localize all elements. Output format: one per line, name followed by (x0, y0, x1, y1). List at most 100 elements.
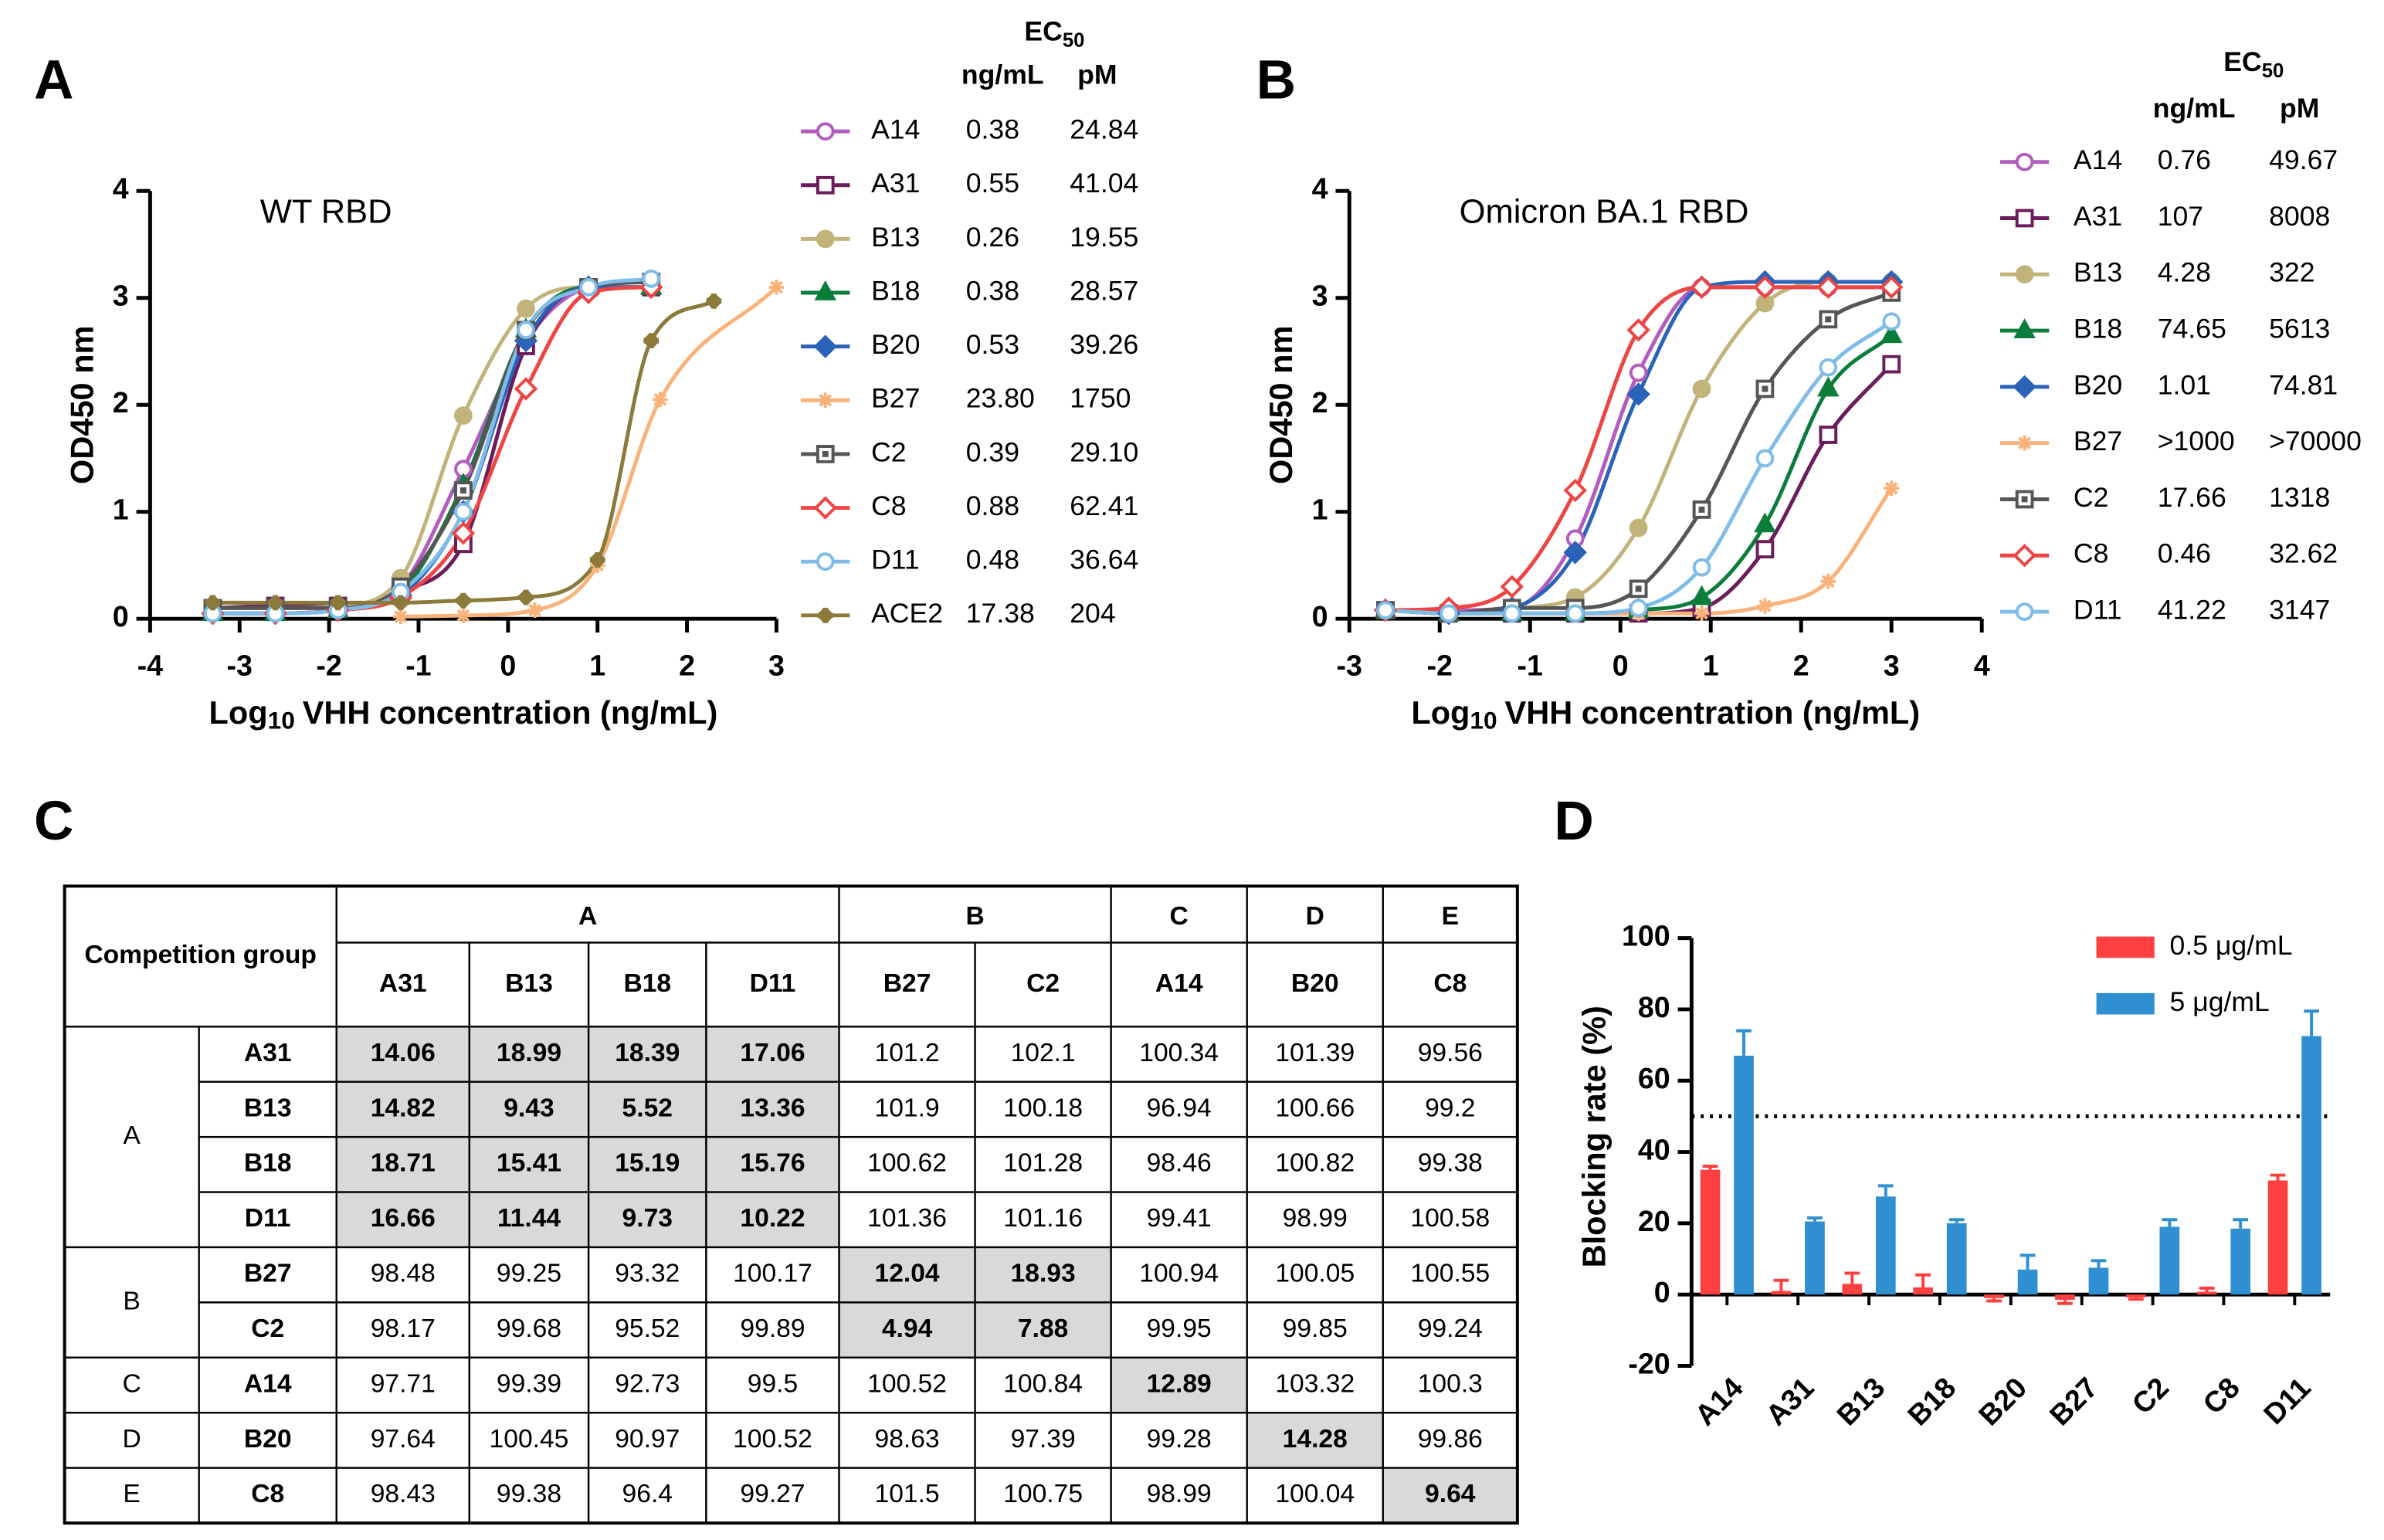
y-tick-label: 80 (1638, 991, 1670, 1023)
legend-ec50: 74.81 (2269, 369, 2338, 400)
row-header: A31 (244, 1039, 292, 1067)
x-tick-label: 0 (1613, 649, 1629, 681)
data-point (1884, 480, 1900, 497)
table-cell (1246, 1356, 1384, 1414)
legend-label: A14 (871, 114, 920, 145)
data-point (1819, 426, 1838, 444)
legend-ec50: 107 (2158, 201, 2203, 232)
x-tick-label: B27 (2043, 1371, 2104, 1431)
table-value: 99.39 (497, 1369, 561, 1398)
legend-ec50: 1318 (2269, 482, 2330, 513)
data-point (1882, 312, 1901, 331)
table-cell (335, 1080, 471, 1138)
data-point (205, 595, 221, 611)
legend-label: B20 (2074, 369, 2122, 400)
data-point (1629, 363, 1648, 382)
legend-marker (2013, 318, 2036, 338)
table-cell (838, 1080, 976, 1138)
legend-ec50: 322 (2269, 257, 2314, 288)
legend-header: EC50 (2223, 46, 2284, 81)
x-tick-label: B20 (1972, 1371, 2033, 1431)
y-tick-label: 20 (1638, 1205, 1670, 1237)
legend-ec50: 49.67 (2269, 144, 2338, 175)
table-value: 100.52 (867, 1369, 947, 1398)
table-cell (705, 1467, 840, 1525)
panel-label: D (1554, 791, 1593, 852)
legend-marker (2013, 544, 2036, 568)
table-value: 97.39 (1011, 1425, 1076, 1454)
data-point (1817, 376, 1840, 397)
table-value: 100.52 (733, 1425, 812, 1454)
data-point (456, 592, 471, 609)
table-cell (468, 1135, 590, 1193)
table-cell (1110, 1246, 1248, 1304)
legend-swatch (2096, 936, 2155, 958)
bar (2125, 1294, 2146, 1297)
y-tick-label: 60 (1638, 1062, 1670, 1094)
y-tick-label: 4 (113, 172, 129, 205)
table-value: 9.43 (504, 1094, 554, 1122)
column-group-label: B (965, 902, 984, 931)
legend-label: B27 (871, 383, 920, 414)
data-point (454, 481, 473, 500)
data-point (1819, 358, 1838, 377)
data-point (1880, 275, 1904, 300)
column-header: A31 (379, 969, 427, 998)
table-value: 98.63 (875, 1425, 940, 1454)
x-tick-label: 0 (500, 649, 516, 681)
legend-ec50: 36.64 (1070, 544, 1138, 575)
table-value: 99.38 (1418, 1149, 1483, 1178)
legend-ec50: 0.76 (2158, 144, 2211, 175)
table-cell (838, 1026, 976, 1083)
bar (1984, 1294, 2004, 1298)
table-value: 90.97 (615, 1425, 680, 1454)
panel-label: B (1256, 50, 1296, 111)
table-value: 99.25 (497, 1260, 561, 1288)
data-point (1882, 354, 1901, 374)
data-point (1880, 323, 1903, 344)
bar (1700, 1169, 1721, 1295)
x-tick-label: -4 (137, 649, 164, 681)
table-value: 100.17 (733, 1260, 812, 1288)
table-cell (838, 1246, 976, 1304)
table-value: 11.44 (497, 1204, 561, 1233)
data-point (1692, 558, 1711, 577)
error-bar (1807, 1216, 1823, 1222)
table-cell (1382, 1467, 1519, 1525)
x-axis-label: Log10 VHH concentration (ng/mL) (1411, 694, 1920, 734)
x-tick-label: 2 (1793, 649, 1809, 681)
table-value: 99.85 (1283, 1314, 1348, 1343)
chart-title: Omicron BA.1 RBD (1460, 193, 1749, 230)
legend-ec50: >1000 (2158, 426, 2235, 456)
bar (1913, 1287, 1934, 1295)
data-point (1500, 575, 1524, 599)
table-cell (1382, 941, 1519, 1028)
column-header: B13 (505, 969, 553, 998)
x-tick-label: -3 (227, 649, 253, 681)
table-cell (587, 1467, 707, 1525)
x-tick-label: -1 (1518, 649, 1543, 681)
row-header: B18 (244, 1149, 292, 1178)
legend-marker (2015, 490, 2034, 509)
table-value: 101.39 (1275, 1039, 1355, 1067)
curve (400, 286, 778, 619)
legend-marker (2015, 265, 2034, 284)
legend-marker (816, 122, 835, 141)
table-cell (335, 1356, 471, 1414)
table-value: 13.36 (740, 1094, 805, 1122)
x-axis-label: Log10 VHH concentration (ng/mL) (209, 694, 718, 734)
table-value: 99.27 (740, 1480, 805, 1508)
data-point (1755, 449, 1775, 468)
error-bar (2091, 1259, 2107, 1268)
table-value: 99.28 (1147, 1425, 1212, 1454)
legend-ec50: 0.55 (966, 168, 1019, 198)
table-cell (1110, 1356, 1248, 1414)
table-value: 97.64 (371, 1425, 436, 1454)
table-cell (838, 1356, 976, 1414)
legend-ec50: 41.04 (1070, 168, 1138, 198)
table-cell (838, 1301, 976, 1359)
column-header: D11 (750, 969, 796, 998)
curve (1385, 320, 1893, 616)
legend-label: B27 (2074, 426, 2122, 456)
data-point (454, 406, 473, 425)
